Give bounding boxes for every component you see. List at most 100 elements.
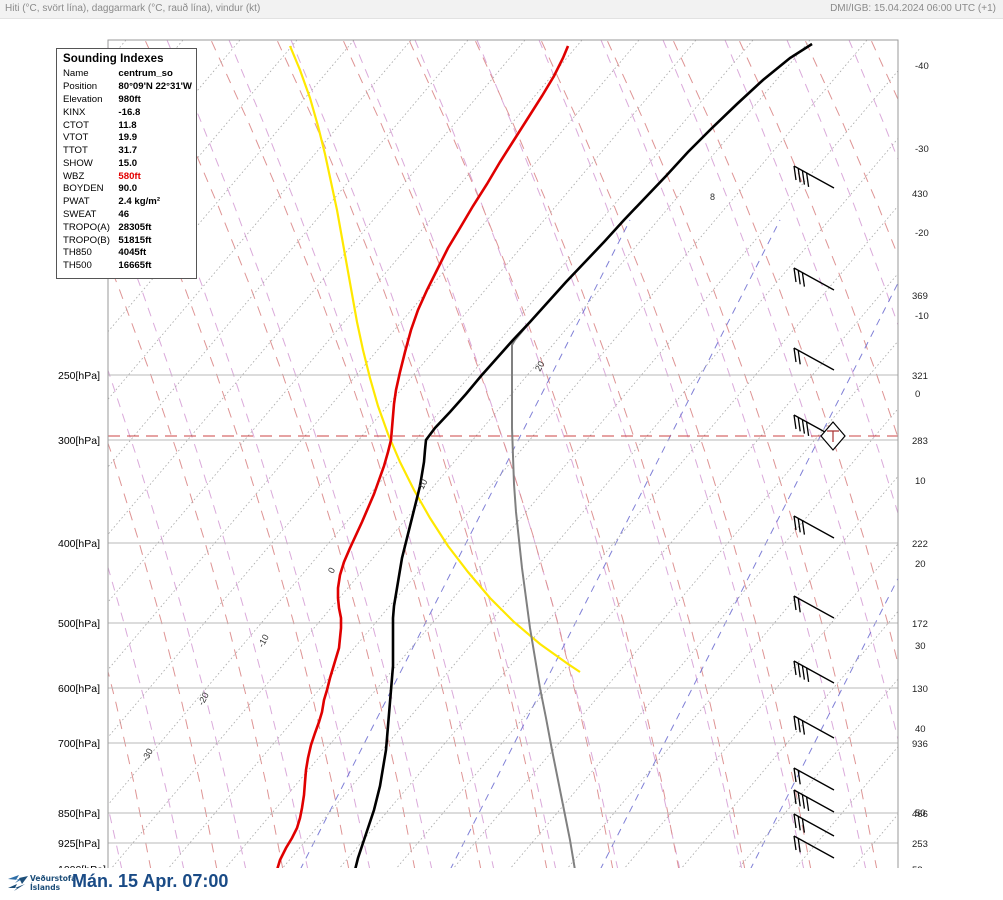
sounding-index-row: SHOW 15.0 [63, 157, 192, 170]
sounding-index-row: TH850 4045ft [63, 247, 192, 260]
logo-text: Veðurstofa Íslands [30, 874, 76, 892]
pressure-axis-labels: 250[hPa] 300[hPa] 400[hPa] 500[hPa] 600[hPa]… [58, 370, 106, 868]
sounding-index-value: 28305ft [118, 221, 152, 233]
right-height-tick-label: 466 [912, 809, 928, 820]
sounding-index-value: 19.9 [118, 132, 138, 144]
sounding-index-key: WBZ [63, 170, 85, 182]
sounding-index-value: 46 [118, 208, 130, 220]
sounding-index-row: TTOT 31.7 [63, 145, 192, 158]
sounding-index-key: TROPO(A) [63, 221, 110, 233]
right-temperature-tick-label: -30 [915, 144, 929, 155]
wind-barb [793, 767, 835, 791]
sounding-index-row: TROPO(B) 51815ft [63, 234, 192, 247]
bottom-status-bar: Veðurstofa Íslands Mán. 15 Apr. 07:00 [0, 868, 1003, 900]
sounding-index-key: BOYDEN [63, 183, 104, 195]
sounding-index-row: BOYDEN 90.0 [63, 183, 192, 196]
right-temperature-tick-label: 20 [915, 559, 926, 570]
sounding-index-row: SWEAT 46 [63, 209, 192, 222]
isotherm-value-label: 10 [416, 477, 430, 491]
sounding-index-row: TH500 16665ft [63, 260, 192, 273]
sounding-index-value: centrum_so [118, 68, 173, 80]
sounding-index-key: TROPO(B) [63, 234, 110, 246]
right-height-tick-label: 253 [912, 839, 928, 850]
sounding-index-row: VTOT 19.9 [63, 132, 192, 145]
sounding-index-value: 2.4 kg/m² [118, 196, 161, 208]
header-caption-right: DMI/IGB: 15.04.2024 06:00 UTC (+1) [830, 3, 996, 14]
right-temperature-tick-label: -40 [915, 61, 929, 72]
vedurstofa-logo: Veðurstofa Íslands [6, 872, 76, 896]
right-temperature-tick-label: -20 [915, 228, 929, 239]
right-temperature-tick-label: 40 [915, 724, 926, 735]
wind-barb [793, 165, 835, 189]
logo-line-1: Veðurstofa [30, 874, 77, 883]
sounding-index-key: Name [63, 68, 89, 80]
date-label: Mán. 15 Apr. 07:00 [72, 871, 229, 891]
plot-background [108, 40, 898, 868]
isotherm-value-label: 20 [533, 359, 547, 373]
sounding-index-row: CTOT 11.8 [63, 119, 192, 132]
header-caption-left: Hiti (°C, svört lína), daggarmark (°C, r… [5, 3, 261, 14]
right-temperature-tick-label: 30 [915, 641, 926, 652]
wind-barb [793, 595, 835, 619]
sounding-index-value: 31.7 [118, 145, 138, 157]
pressure-tick-label: 850[hPa] [58, 808, 100, 820]
wind-barb [793, 347, 835, 371]
skewt-svg: 20 10 0 -10 -20 -30 250[hPa] 300[hPa] 400[hPa] 5… [58, 39, 929, 868]
sounding-index-row: KINX -16.8 [63, 106, 192, 119]
upper-annotation: 8 [710, 192, 715, 202]
right-temperature-tick-label: 0 [915, 389, 920, 400]
sounding-index-key: SWEAT [63, 208, 97, 220]
pressure-tick-label: 400[hPa] [58, 538, 100, 550]
wind-barb [793, 660, 835, 684]
sounding-index-row: Position 80°09'N 22°31'W [63, 81, 192, 94]
wind-barb [793, 267, 835, 291]
sounding-index-row: Name centrum_so [63, 68, 192, 81]
sounding-index-value: 11.8 [118, 119, 137, 131]
sounding-index-value: -16.8 [118, 106, 141, 118]
sounding-index-value: 4045ft [118, 247, 147, 259]
sounding-index-value: 80°09'N 22°31'W [118, 81, 192, 93]
sounding-index-key: PWAT [63, 196, 90, 208]
logo-line-2: Íslands [30, 883, 61, 892]
right-temperature-tick-label: -10 [915, 311, 929, 322]
sounding-index-value: 580ft [118, 170, 141, 182]
pressure-tick-label: 600[hPa] [58, 683, 100, 695]
isotherm-value-label: 0 [326, 566, 337, 575]
wetbulb-curve [288, 45, 581, 673]
pressure-tick-label: 500[hPa] [58, 618, 100, 630]
right-height-tick-label: 130 [912, 684, 928, 695]
right-temperature-tick-label: 10 [915, 476, 926, 487]
top-header-bar: Hiti (°C, svört lína), daggarmark (°C, r… [0, 0, 1003, 19]
right-temperature-tick-label: 50 [915, 808, 926, 819]
temperature-curve [354, 42, 813, 868]
right-height-tick-label: 369 [912, 291, 928, 302]
right-temperature-axis-labels: -40 -30 -20 -10 0 10 20 30 40 50 [915, 61, 929, 819]
sounding-index-key: CTOT [63, 119, 89, 131]
pressure-tick-label: 300[hPa] [58, 435, 100, 447]
pressure-tick-label: 1000[hPa] [58, 864, 106, 868]
sounding-index-key: TTOT [63, 145, 88, 157]
sounding-index-value: 90.0 [118, 183, 138, 195]
right-height-tick-label: 321 [912, 371, 928, 382]
sounding-indexes-title: Sounding Indexes [63, 53, 164, 65]
mixing-ratio-lines [300, 219, 898, 868]
skewt-chart: 20 10 0 -10 -20 -30 250[hPa] 300[hPa] 400[hPa] 5… [0, 18, 1003, 868]
sounding-index-row: WBZ 580ft [63, 170, 192, 183]
pressure-tick-label: 700[hPa] [58, 738, 100, 750]
sounding-index-row: PWAT 2.4 kg/m² [63, 196, 192, 209]
sounding-indexes-panel: Sounding Indexes Name centrum_so Position 8… [56, 48, 197, 279]
sounding-index-key: SHOW [63, 157, 93, 169]
sounding-indexes-table: Name centrum_so Position 80°09'N 22°31'W Ele… [63, 68, 192, 273]
wind-barb [793, 835, 835, 859]
logo-arrows-icon [8, 875, 28, 891]
wind-barb [793, 789, 835, 813]
pressure-tick-label: 250[hPa] [58, 370, 100, 382]
sounding-index-key: TH850 [63, 247, 92, 259]
sounding-index-row: TROPO(A) 28305ft [63, 221, 192, 234]
sounding-index-value: 15.0 [118, 157, 138, 169]
sounding-index-key: Elevation [63, 93, 103, 105]
isobar-lines [108, 374, 898, 844]
right-height-tick-label: 430 [912, 189, 928, 200]
right-height-tick-label: 222 [912, 539, 928, 550]
